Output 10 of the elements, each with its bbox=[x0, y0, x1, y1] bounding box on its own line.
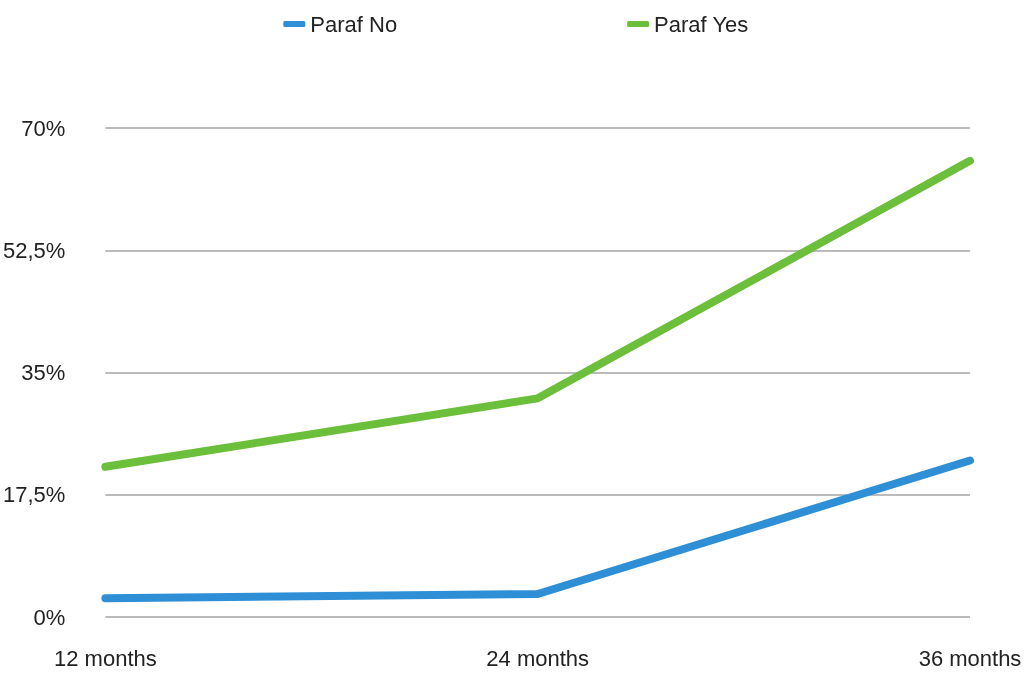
x-tick-label: 36 months bbox=[918, 645, 1022, 671]
x-tick-label: 24 months bbox=[486, 645, 590, 671]
y-tick-label: 17,5% bbox=[2, 482, 66, 508]
y-tick-label: 35% bbox=[21, 360, 66, 385]
y-tick-label: 52,5% bbox=[2, 237, 66, 263]
legend-label: Paraf Yes bbox=[654, 11, 749, 37]
y-tick-label: 0% bbox=[33, 604, 66, 630]
y-tick-label: 70% bbox=[21, 115, 66, 141]
legend-label: Paraf No bbox=[310, 11, 398, 37]
x-tick-label: 12 months bbox=[54, 645, 157, 671]
